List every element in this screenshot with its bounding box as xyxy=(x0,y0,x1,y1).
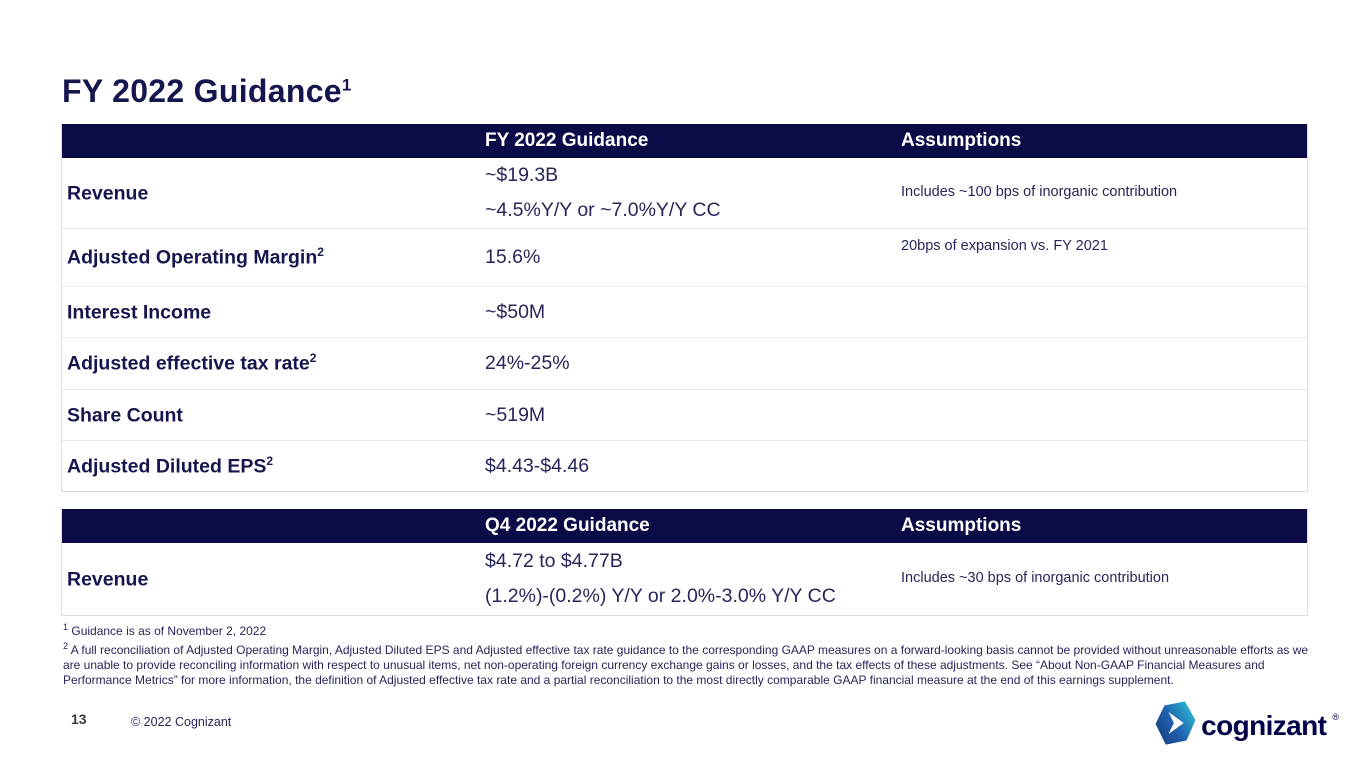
title-footnote-marker: 1 xyxy=(341,75,352,95)
guidance-value-line-1: 15.6% xyxy=(485,246,541,268)
guidance-value-line-1: ~519M xyxy=(485,403,546,426)
row-label: Revenue xyxy=(62,567,483,592)
guidance-value: $4.72 to $4.77B (1.2%)-(0.2%) Y/Y or 2.0… xyxy=(483,544,899,614)
assumption-text: Includes ~100 bps of inorganic contribut… xyxy=(901,184,1178,201)
header-cell-fy-guidance: FY 2022 Guidance xyxy=(485,129,649,151)
guidance-value-line-2: ~4.5%Y/Y or ~7.0%Y/Y CC xyxy=(485,199,721,221)
row-label-text: Adjusted effective tax rate xyxy=(67,352,310,375)
row-label: Share Count xyxy=(62,403,483,428)
page-title: FY 2022 Guidance1 xyxy=(62,73,352,110)
table-row-revenue: Revenue ~$19.3B ~4.5%Y/Y or ~7.0%Y/Y CC … xyxy=(62,158,1307,228)
guidance-value-line-1: $4.72 to $4.77B xyxy=(485,550,623,572)
row-label: Adjusted effective tax rate2 xyxy=(62,351,483,376)
header-cell-q4-guidance: Q4 2022 Guidance xyxy=(485,514,650,536)
footnote-marker: 2 xyxy=(63,641,69,651)
assumption-text: 20bps of expansion vs. FY 2021 xyxy=(901,238,1108,254)
row-label-text: Adjusted Operating Margin xyxy=(67,246,318,269)
row-label: Adjusted Diluted EPS2 xyxy=(62,454,483,479)
footnote-marker: 2 xyxy=(309,351,317,366)
row-label-text: Revenue xyxy=(67,568,149,591)
cognizant-wordmark: cognizant xyxy=(1201,709,1327,741)
footnote-1: 1 Guidance is as of November 2, 2022 xyxy=(63,620,1310,639)
cognizant-logo: cognizant ® xyxy=(1155,701,1339,750)
footnotes-section: 1 Guidance is as of November 2, 2022 2 A… xyxy=(63,620,1310,688)
registered-mark: ® xyxy=(1332,711,1339,722)
footnote-2: 2 A full reconciliation of Adjusted Oper… xyxy=(63,639,1310,688)
row-label: Interest Income xyxy=(62,300,483,325)
footnote-marker: 2 xyxy=(317,245,324,260)
table-row-adjusted-diluted-eps: Adjusted Diluted EPS2 $4.43-$4.46 xyxy=(62,440,1307,491)
cognizant-hexagon-icon xyxy=(1155,701,1196,750)
guidance-value-line-1: 24%-25% xyxy=(485,352,570,374)
fy-guidance-table: FY 2022 Guidance Assumptions Revenue ~$1… xyxy=(61,124,1308,492)
table-row-share-count: Share Count ~519M xyxy=(62,389,1307,440)
q4-guidance-table: Q4 2022 Guidance Assumptions Revenue $4.… xyxy=(61,509,1308,616)
guidance-value: ~519M xyxy=(483,398,899,433)
copyright-text: © 2022 Cognizant xyxy=(131,715,232,729)
page-number: 13 xyxy=(71,711,87,727)
guidance-value-line-1: $4.43-$4.46 xyxy=(485,454,590,477)
table-body: Revenue ~$19.3B ~4.5%Y/Y or ~7.0%Y/Y CC … xyxy=(62,158,1307,491)
table-header-row: FY 2022 Guidance Assumptions xyxy=(62,124,1307,158)
table-header-row: Q4 2022 Guidance Assumptions xyxy=(62,509,1307,543)
table-row-interest-income: Interest Income ~$50M xyxy=(62,286,1307,337)
footnote-text: A full reconciliation of Adjusted Operat… xyxy=(63,643,1309,687)
row-label-text: Revenue xyxy=(67,182,149,205)
guidance-value-line-2: (1.2%)-(0.2%) Y/Y or 2.0%-3.0% Y/Y CC xyxy=(485,585,836,607)
row-label: Revenue xyxy=(62,181,483,206)
guidance-value: $4.43-$4.46 xyxy=(483,449,899,484)
row-label: Adjusted Operating Margin2 xyxy=(62,245,483,270)
page-title-text: FY 2022 Guidance xyxy=(62,73,342,110)
footnote-marker: 2 xyxy=(266,453,274,468)
header-cell-assumptions: Assumptions xyxy=(901,129,1022,151)
guidance-value: ~$50M xyxy=(483,295,899,330)
header-cell-assumptions: Assumptions xyxy=(901,514,1022,536)
footnote-text: Guidance is as of November 2, 2022 xyxy=(71,624,267,638)
guidance-value: 24%-25% xyxy=(483,346,899,381)
table-row-adjusted-effective-tax-rate: Adjusted effective tax rate2 24%-25% xyxy=(62,337,1307,389)
footnote-marker: 1 xyxy=(63,622,69,632)
guidance-value-line-1: ~$50M xyxy=(485,300,546,323)
table-row-adjusted-operating-margin: Adjusted Operating Margin2 15.6% 20bps o… xyxy=(62,228,1307,286)
assumption-text: Includes ~30 bps of inorganic contributi… xyxy=(901,570,1170,587)
row-label-text: Share Count xyxy=(67,404,183,427)
row-label-text: Adjusted Diluted EPS xyxy=(67,455,267,478)
table-body: Revenue $4.72 to $4.77B (1.2%)-(0.2%) Y/… xyxy=(62,543,1307,615)
guidance-value-line-1: ~$19.3B xyxy=(485,164,559,186)
table-row-revenue-q4: Revenue $4.72 to $4.77B (1.2%)-(0.2%) Y/… xyxy=(62,543,1307,615)
guidance-value: 15.6% xyxy=(483,240,899,275)
guidance-value: ~$19.3B ~4.5%Y/Y or ~7.0%Y/Y CC xyxy=(483,158,899,228)
row-label-text: Interest Income xyxy=(67,301,212,324)
